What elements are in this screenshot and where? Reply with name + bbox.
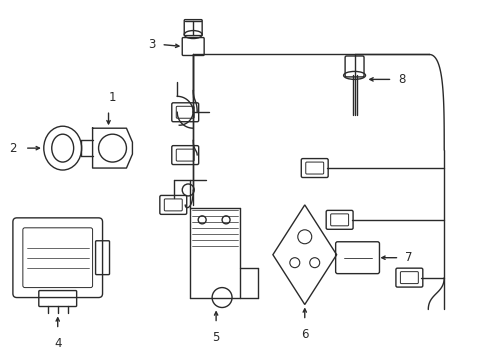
Text: 3: 3	[148, 38, 155, 51]
Text: 5: 5	[212, 332, 219, 345]
Text: 4: 4	[54, 337, 61, 350]
Text: 2: 2	[9, 141, 17, 155]
Text: 1: 1	[108, 91, 116, 104]
Text: 6: 6	[301, 328, 308, 341]
Text: 8: 8	[398, 73, 405, 86]
Text: 7: 7	[405, 251, 412, 264]
